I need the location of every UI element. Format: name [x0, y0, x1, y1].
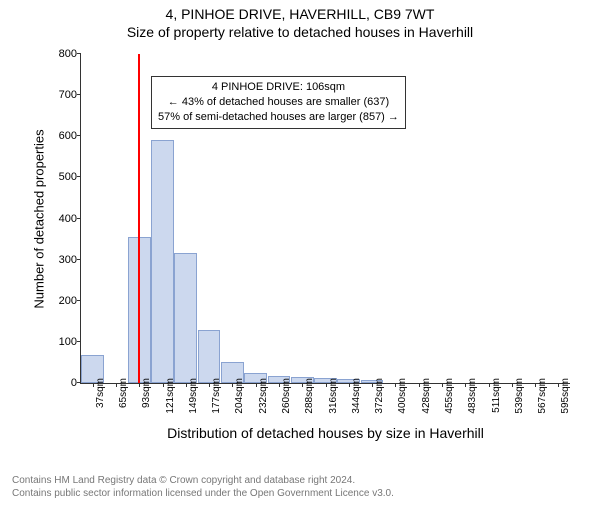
x-tick-mark [512, 383, 513, 387]
x-tick-label: 428sqm [421, 378, 432, 414]
x-tick-mark [372, 383, 373, 387]
x-tick-label: 37sqm [95, 378, 106, 408]
y-tick-mark [77, 135, 81, 136]
footer-line-2: Contains public sector information licen… [12, 488, 394, 501]
y-tick-mark [77, 94, 81, 95]
footer-attribution: Contains HM Land Registry data © Crown c… [12, 475, 394, 500]
x-tick-mark [163, 383, 164, 387]
x-tick-label: 288sqm [304, 378, 315, 414]
x-tick-label: 232sqm [258, 378, 269, 414]
x-tick-mark [419, 383, 420, 387]
footer-line-1: Contains HM Land Registry data © Crown c… [12, 475, 394, 488]
address-title: 4, PINHOE DRIVE, HAVERHILL, CB9 7WT [0, 6, 600, 22]
histogram-bar [198, 330, 221, 383]
x-tick-mark [489, 383, 490, 387]
y-tick-label: 600 [51, 130, 77, 142]
x-tick-mark [535, 383, 536, 387]
x-tick-label: 177sqm [211, 378, 222, 414]
x-axis-label: Distribution of detached houses by size … [167, 425, 484, 441]
y-tick-label: 500 [51, 171, 77, 183]
y-tick-mark [77, 176, 81, 177]
x-tick-mark [349, 383, 350, 387]
y-tick-mark [77, 341, 81, 342]
x-tick-label: 483sqm [467, 378, 478, 414]
chart-container: Number of detached properties Distributi… [50, 54, 580, 434]
x-tick-label: 455sqm [444, 378, 455, 414]
x-tick-label: 149sqm [188, 378, 199, 414]
property-marker-line [138, 54, 140, 383]
x-tick-label: 316sqm [328, 378, 339, 414]
y-tick-mark [77, 259, 81, 260]
plot-area: Number of detached properties Distributi… [80, 54, 570, 384]
y-tick-label: 400 [51, 213, 77, 225]
x-tick-mark [116, 383, 117, 387]
x-tick-label: 539sqm [514, 378, 525, 414]
x-tick-mark [256, 383, 257, 387]
annotation-line-1: 4 PINHOE DRIVE: 106sqm [158, 80, 399, 95]
y-tick-label: 700 [51, 89, 77, 101]
x-tick-label: 567sqm [537, 378, 548, 414]
y-tick-label: 100 [51, 336, 77, 348]
x-tick-mark [93, 383, 94, 387]
x-tick-mark [186, 383, 187, 387]
y-tick-label: 800 [51, 48, 77, 60]
y-tick-label: 300 [51, 254, 77, 266]
x-tick-label: 344sqm [351, 378, 362, 414]
annotation-box: 4 PINHOE DRIVE: 106sqm ← 43% of detached… [151, 76, 406, 129]
y-tick-mark [77, 300, 81, 301]
annotation-line-2: ← 43% of detached houses are smaller (63… [158, 95, 399, 110]
subtitle: Size of property relative to detached ho… [0, 24, 600, 40]
x-tick-label: 511sqm [491, 378, 502, 413]
histogram-bar [174, 253, 197, 383]
y-tick-label: 200 [51, 295, 77, 307]
x-tick-mark [209, 383, 210, 387]
y-tick-label: 0 [51, 377, 77, 389]
y-tick-mark [77, 218, 81, 219]
x-tick-label: 260sqm [281, 378, 292, 414]
x-tick-label: 372sqm [374, 378, 385, 414]
x-tick-label: 400sqm [397, 378, 408, 414]
x-tick-mark [279, 383, 280, 387]
histogram-bar [151, 140, 174, 383]
x-tick-mark [442, 383, 443, 387]
x-tick-mark [326, 383, 327, 387]
x-tick-label: 204sqm [234, 378, 245, 414]
y-tick-mark [77, 53, 81, 54]
x-tick-label: 595sqm [560, 378, 571, 414]
y-axis-label: Number of detached properties [32, 129, 47, 308]
x-tick-label: 121sqm [165, 378, 176, 414]
annotation-line-3: 57% of semi-detached houses are larger (… [158, 110, 399, 125]
